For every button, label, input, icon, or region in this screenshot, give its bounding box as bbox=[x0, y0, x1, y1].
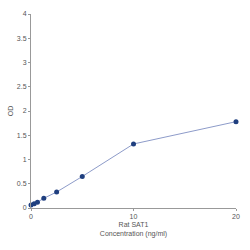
svg-text:3: 3 bbox=[23, 59, 27, 66]
svg-text:OD: OD bbox=[7, 106, 14, 117]
svg-text:2.5: 2.5 bbox=[17, 83, 27, 90]
svg-text:20: 20 bbox=[232, 213, 240, 220]
svg-text:3.5: 3.5 bbox=[17, 35, 27, 42]
svg-text:0.5: 0.5 bbox=[17, 180, 27, 187]
svg-text:Rat SAT1Concentration (ng/ml): Rat SAT1Concentration (ng/ml) bbox=[100, 221, 167, 238]
svg-text:1.5: 1.5 bbox=[17, 132, 27, 139]
svg-text:0: 0 bbox=[29, 213, 33, 220]
svg-text:0: 0 bbox=[23, 204, 27, 211]
svg-text:1: 1 bbox=[23, 156, 27, 163]
svg-text:2: 2 bbox=[23, 107, 27, 114]
svg-text:10: 10 bbox=[130, 213, 138, 220]
svg-text:4: 4 bbox=[23, 10, 27, 17]
